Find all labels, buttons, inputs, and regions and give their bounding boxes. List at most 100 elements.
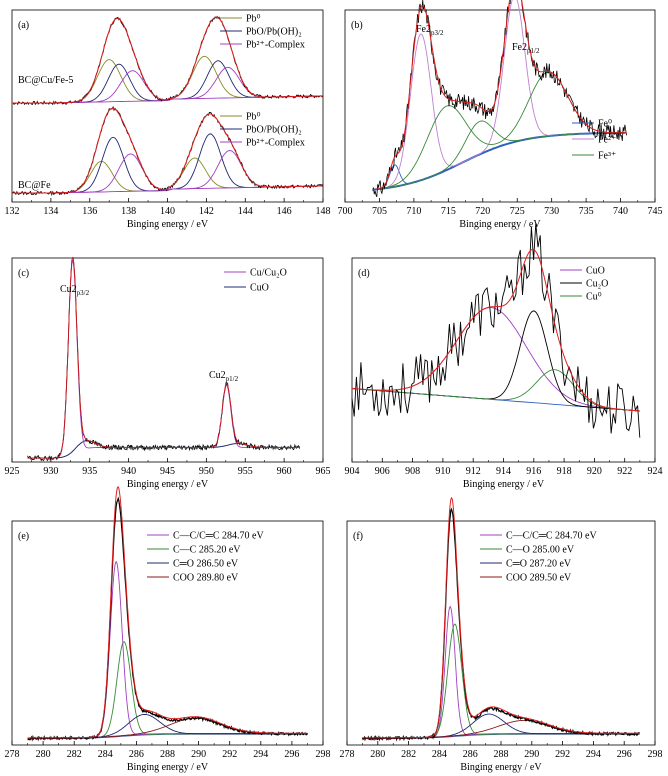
x-tick-label: 292 [555, 749, 570, 760]
legend-entry: Fe⁰ [598, 119, 612, 130]
component-satellite [372, 120, 627, 191]
legend-entry: C—C/C═C 284.70 eV [506, 531, 597, 542]
x-tick-label: 930 [43, 466, 58, 477]
x-tick-label: 132 [5, 206, 20, 217]
x-tick-label: 916 [526, 466, 541, 477]
x-tick-label: 292 [222, 749, 237, 760]
fit-envelope [27, 486, 308, 739]
raw-spectrum [11, 105, 324, 197]
component-cuo [27, 440, 300, 459]
x-axis-label: Binging energy / eV [127, 762, 209, 773]
panel-label-a: (a) [18, 20, 29, 31]
x-tick-label: 710 [406, 206, 421, 217]
legend-entry: Pb⁰ [246, 112, 261, 123]
x-tick-label: 278 [5, 749, 20, 760]
x-tick-label: 745 [648, 206, 663, 217]
x-tick-label: 700 [338, 206, 353, 217]
x-tick-label: 715 [441, 206, 456, 217]
raw-spectrum [27, 496, 308, 742]
legend-b: Fe⁰ Fe²⁺ Fe³⁺ [572, 119, 616, 162]
legend-entry: Cu⁰ [586, 292, 602, 303]
x-tick-label: 288 [160, 749, 175, 760]
legend-entry: Pb⁰ [246, 14, 261, 25]
x-tick-label: 142 [199, 206, 214, 217]
legend-entry: COO 289.50 eV [506, 573, 572, 584]
x-tick-label: 924 [648, 466, 663, 477]
x-axis-label: Binging energy / eV [459, 219, 541, 230]
x-tick-label: 278 [340, 749, 355, 760]
panel-label-e: (e) [18, 531, 29, 542]
x-axis-5: 278 280 282 284 286 288 290 292 294 296 298 [340, 741, 663, 760]
x-tick-label: 138 [121, 206, 136, 217]
component-1 [27, 641, 308, 739]
x-axis-label: Binging energy / eV [127, 479, 209, 490]
legend-entry: C—C/C═C 284.70 eV [173, 531, 264, 542]
legend-entry: Fe²⁺ [598, 135, 616, 146]
x-tick-label: 280 [36, 749, 51, 760]
legend-lower: Pb⁰ PbO/Pb(OH)₂ Pb²⁺-Complex [220, 112, 305, 149]
x-tick-label: 296 [284, 749, 299, 760]
x-tick-label: 705 [372, 206, 387, 217]
x-tick-label: 925 [5, 466, 20, 477]
x-tick-label: 288 [494, 749, 509, 760]
raw-spectrum [372, 0, 627, 198]
x-tick-label: 296 [617, 749, 632, 760]
x-axis-0: 132 134 136 138 140 142 144 146 148 [5, 198, 331, 217]
fit-envelope [362, 496, 640, 739]
fit-envelope [351, 248, 640, 412]
x-tick-label: 284 [98, 749, 113, 760]
x-tick-label: 146 [277, 206, 292, 217]
stack-label-upper: BC@Cu/Fe-5 [18, 75, 73, 86]
x-tick-label: 280 [370, 749, 385, 760]
legend-entry: Pb²⁺-Complex [246, 40, 305, 51]
annotation-fe2p12: Fe2p1/2 [512, 42, 540, 55]
x-axis-3: 904 906 908 910 912 914 916 918 920 922 924 [345, 458, 663, 477]
component-0 [27, 561, 308, 739]
spectrum-bc-cu-fe [11, 15, 324, 106]
x-tick-label: 904 [345, 466, 360, 477]
x-tick-label: 940 [121, 466, 136, 477]
stack-label-lower: BC@Fe [18, 180, 51, 191]
legend-entry: CuO [586, 266, 605, 277]
x-tick-label: 920 [587, 466, 602, 477]
fit-envelope [372, 0, 627, 191]
x-tick-label: 286 [129, 749, 144, 760]
legend-entry: PbO/Pb(OH)₂ [246, 125, 302, 136]
x-axis-label: Binging energy / eV [463, 479, 545, 490]
panel-label-b: (b) [351, 20, 363, 31]
x-tick-label: 908 [405, 466, 420, 477]
x-tick-label: 298 [316, 749, 331, 760]
raw-spectrum [361, 507, 640, 742]
x-tick-label: 290 [524, 749, 539, 760]
legend-upper: Pb⁰ PbO/Pb(OH)₂ Pb²⁺-Complex [220, 14, 305, 51]
x-axis-2: 925 930 935 940 945 950 955 960 965 [5, 458, 331, 477]
legend-entry: CuO [250, 283, 269, 294]
x-tick-label: 935 [82, 466, 97, 477]
legend-entry: C—O 285.00 eV [506, 545, 575, 556]
spectrum-bc-fe [11, 105, 324, 197]
x-tick-label: 725 [510, 206, 525, 217]
fit-envelope [12, 107, 323, 194]
x-tick-label: 284 [432, 749, 447, 760]
x-tick-label: 140 [160, 206, 175, 217]
x-tick-label: 286 [463, 749, 478, 760]
x-tick-label: 298 [648, 749, 663, 760]
x-tick-label: 922 [617, 466, 632, 477]
x-tick-label: 282 [401, 749, 416, 760]
legend-entry: Pb²⁺-Complex [246, 138, 305, 149]
background-line [372, 131, 626, 191]
fit-envelope [27, 256, 300, 459]
x-tick-label: 735 [579, 206, 594, 217]
legend-entry: COO 289.80 eV [173, 573, 239, 584]
x-tick-label: 955 [238, 466, 253, 477]
x-tick-label: 294 [586, 749, 601, 760]
panel-label-f: (f) [353, 531, 363, 542]
x-tick-label: 136 [82, 206, 97, 217]
x-axis-1: 700 705 710 715 720 725 730 735 740 745 [338, 198, 663, 217]
annotation-cu2p12: Cu2p1/2 [209, 370, 239, 383]
x-tick-label: 134 [43, 206, 58, 217]
x-tick-label: 914 [496, 466, 511, 477]
legend-entry: Cu/Cu₂O [250, 268, 287, 279]
annotation-fe2p32: Fe2p3/2 [416, 24, 444, 37]
